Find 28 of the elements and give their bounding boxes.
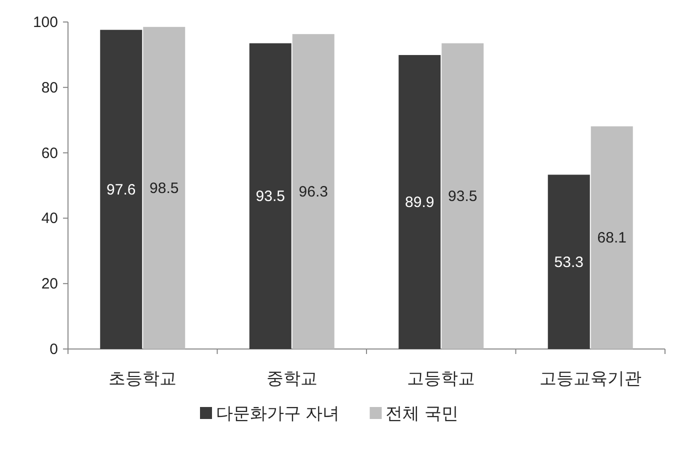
data-label: 93.5 [448, 188, 478, 206]
y-tick-label: 80 [41, 79, 58, 96]
legend-label: 다문화가구 자녀 [216, 404, 340, 423]
data-label: 89.9 [405, 194, 434, 212]
data-label: 93.5 [256, 188, 285, 206]
y-tick-label: 0 [50, 341, 58, 358]
x-tick-label: 고등교육기관 [539, 369, 642, 388]
y-tick-label: 40 [41, 210, 58, 228]
bar [590, 126, 633, 349]
y-tick-label: 60 [41, 144, 58, 162]
bar [548, 174, 590, 349]
x-tick-label: 초등학교 [108, 369, 177, 388]
bar [398, 55, 441, 349]
data-label: 53.3 [554, 254, 584, 271]
data-label: 68.1 [597, 230, 626, 247]
x-tick-label: 중학교 [266, 369, 318, 388]
bar [249, 43, 292, 349]
bar [292, 34, 334, 349]
bar [100, 30, 142, 349]
bar [143, 26, 186, 349]
data-label: 98.5 [150, 180, 179, 197]
x-tick-label: 고등학교 [407, 369, 476, 388]
bar [442, 43, 484, 349]
data-label: 96.3 [298, 184, 328, 201]
y-tick-label: 20 [41, 276, 58, 293]
y-tick-label: 100 [32, 14, 58, 31]
legend-label: 전체 국민 [386, 404, 458, 423]
data-label: 97.6 [106, 181, 136, 198]
